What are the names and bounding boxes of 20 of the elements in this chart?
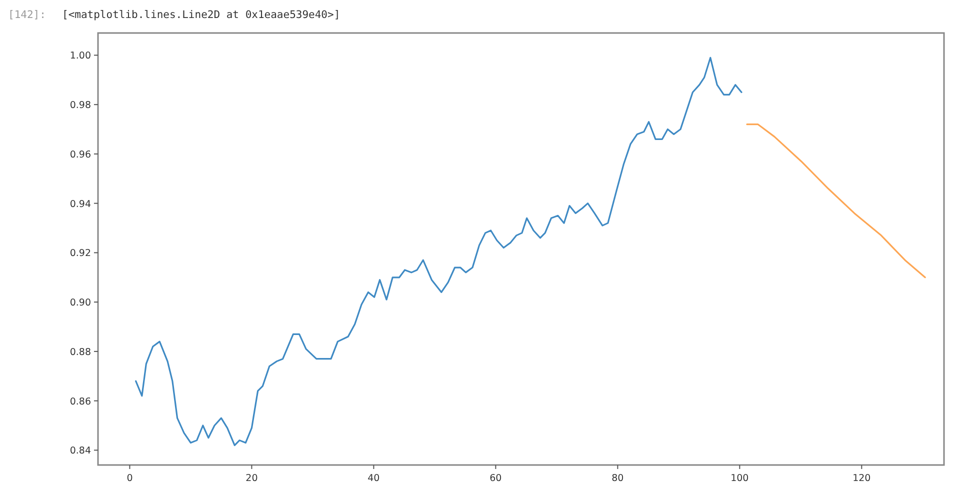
y-tick-label: 1.00 bbox=[70, 50, 91, 62]
x-tick-label: 100 bbox=[730, 473, 749, 484]
y-tick-label: 0.92 bbox=[70, 248, 91, 260]
y-tick-label: 0.96 bbox=[70, 149, 91, 160]
x-tick-label: 40 bbox=[368, 473, 380, 484]
y-tick-label: 0.86 bbox=[70, 396, 91, 408]
y-tick-label: 0.88 bbox=[70, 346, 91, 358]
text: [142]: bbox=[8, 9, 46, 21]
x-tick-label: 120 bbox=[852, 473, 871, 484]
line-series bbox=[746, 124, 926, 278]
x-tick-label: 0 bbox=[126, 473, 133, 484]
y-tick-label: 0.94 bbox=[70, 198, 91, 210]
x-tick-label: 80 bbox=[612, 473, 624, 484]
y-tick-label: 0.98 bbox=[70, 100, 91, 112]
text: [<matplotlib.lines.Line2D at 0x1eaae539e40>] bbox=[62, 9, 340, 21]
y-tick-label: 0.84 bbox=[70, 446, 91, 457]
x-tick-label: 20 bbox=[246, 473, 258, 484]
y-tick-label: 0.90 bbox=[70, 298, 91, 309]
x-tick-label: 60 bbox=[490, 473, 502, 484]
line-series bbox=[135, 56, 742, 446]
